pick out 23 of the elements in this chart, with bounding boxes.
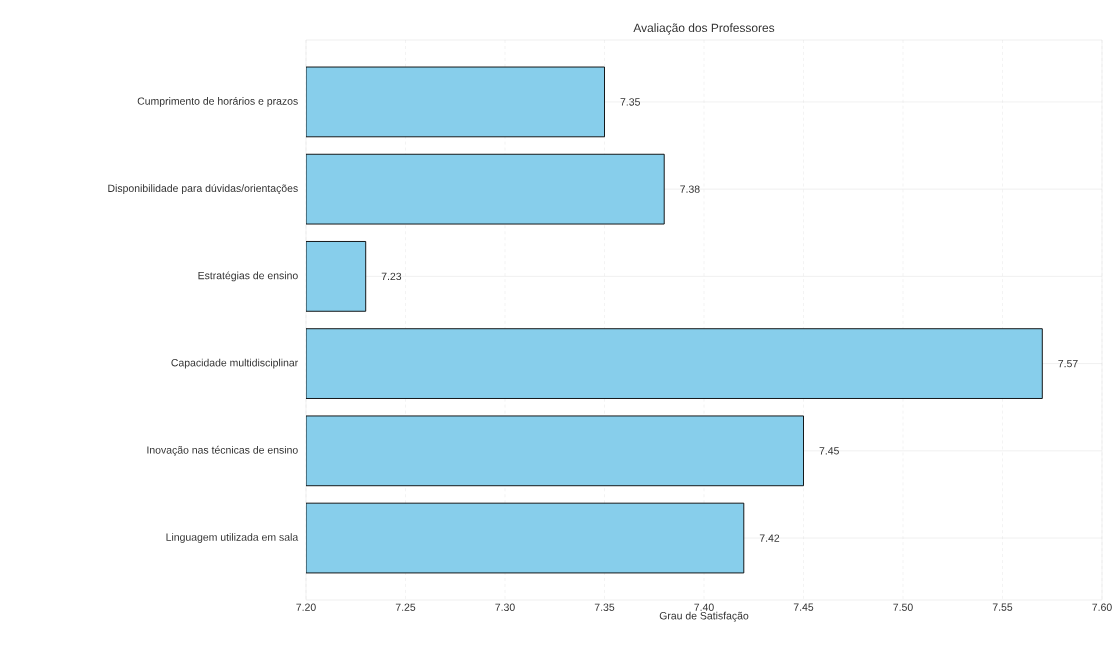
- x-tick-label: 7.20: [296, 603, 316, 611]
- x-axis-title: Grau de Satisfação: [659, 611, 749, 622]
- data-label: 7.42: [759, 534, 780, 542]
- x-tick-label: 7.25: [395, 603, 416, 611]
- x-tick-label: 7.60: [1092, 603, 1112, 611]
- x-tick-label: 7.50: [893, 603, 913, 611]
- y-tick-label: Cumprimento de horários e prazos: [137, 96, 298, 107]
- y-tick-label: Estratégias de ensino: [198, 271, 298, 282]
- data-label: 7.35: [620, 98, 640, 106]
- x-tick-label: 7.30: [495, 603, 515, 611]
- data-label: 7.38: [680, 185, 700, 193]
- chart-title: Avaliação dos Professores: [633, 23, 775, 35]
- data-label: 7.57: [1058, 359, 1078, 368]
- y-tick-label: Inovação nas técnicas de ensino: [147, 445, 298, 456]
- y-tick-label: Capacidade multidisciplinar: [171, 358, 299, 369]
- x-tick-label: 7.40: [694, 603, 714, 611]
- data-label: 7.23: [381, 272, 402, 281]
- y-tick-label: Disponibilidade para dúvidas/orientações: [108, 184, 298, 195]
- data-label: 7.45: [819, 447, 839, 455]
- y-tick-label: Linguagem utilizada em sala: [166, 533, 299, 543]
- x-tick-label: 7.45: [793, 603, 814, 611]
- x-tick-label: 7.55: [992, 603, 1013, 611]
- x-tick-label: 7.35: [594, 603, 615, 611]
